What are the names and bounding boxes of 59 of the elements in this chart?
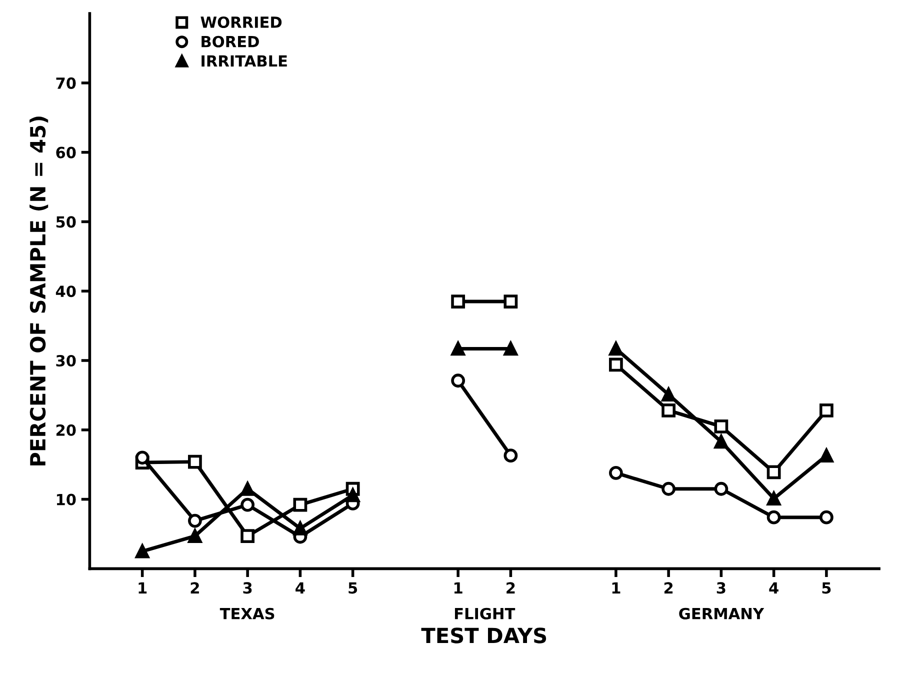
point: [714, 482, 728, 496]
point: [819, 510, 834, 524]
point: [504, 448, 518, 463]
point: [135, 544, 150, 558]
point: [819, 404, 834, 418]
x-tick-label: 1: [138, 582, 147, 594]
y-tick-label: 50: [56, 216, 76, 228]
point: [608, 358, 623, 372]
y-tick-label: 10: [56, 494, 76, 506]
point: [240, 498, 255, 512]
x-tick-label: 3: [716, 582, 726, 594]
point: [188, 514, 202, 528]
point: [293, 521, 308, 536]
point: [504, 342, 518, 356]
point: [135, 450, 150, 465]
legend-label: IRRITABLE: [202, 55, 287, 67]
x-tick-label: 2: [190, 582, 199, 594]
y-tick-label: 30: [56, 354, 76, 367]
point: [451, 294, 466, 308]
point: [662, 404, 676, 418]
x-tick-label: 5: [348, 582, 358, 594]
x-tick-label: 3: [243, 582, 252, 594]
point: [714, 434, 728, 449]
point: [504, 294, 518, 308]
y-axis-title: PERCENT OF SAMPLE (N = 45): [30, 116, 48, 466]
point: [188, 454, 202, 469]
x-tick-label: 4: [769, 582, 778, 594]
point: [240, 482, 255, 496]
legend-label: WORRIED: [200, 16, 282, 28]
point: [240, 529, 255, 544]
y-tick-label: 40: [56, 286, 76, 298]
x-tick-label: 2: [506, 582, 515, 594]
text: FLIGHT: [454, 608, 516, 620]
point: [451, 374, 466, 388]
point: [293, 498, 308, 512]
text: TEXAS: [220, 608, 274, 620]
x-tick-label: 5: [822, 582, 831, 594]
point: [608, 466, 623, 480]
legend-label: BORED: [202, 36, 259, 48]
x-tick-label: 4: [296, 582, 305, 594]
point: [714, 419, 728, 434]
point: [766, 465, 781, 480]
point: [766, 510, 781, 524]
x-tick-label: 2: [664, 582, 673, 594]
y-tick-label: 70: [56, 77, 76, 89]
y-tick-label: 20: [56, 424, 76, 436]
point: [346, 488, 360, 502]
text: GERMANY: [679, 608, 764, 620]
point: [608, 342, 623, 356]
point: [188, 529, 202, 544]
point: [662, 482, 676, 496]
point: [819, 448, 834, 463]
y-tick-label: 60: [56, 146, 76, 158]
x-axis-title: TEST DAYS: [421, 628, 546, 644]
x-tick-label: 1: [612, 582, 620, 594]
point: [451, 342, 466, 356]
point: [766, 492, 781, 506]
point: [662, 388, 676, 402]
x-tick-label: 1: [454, 582, 462, 594]
